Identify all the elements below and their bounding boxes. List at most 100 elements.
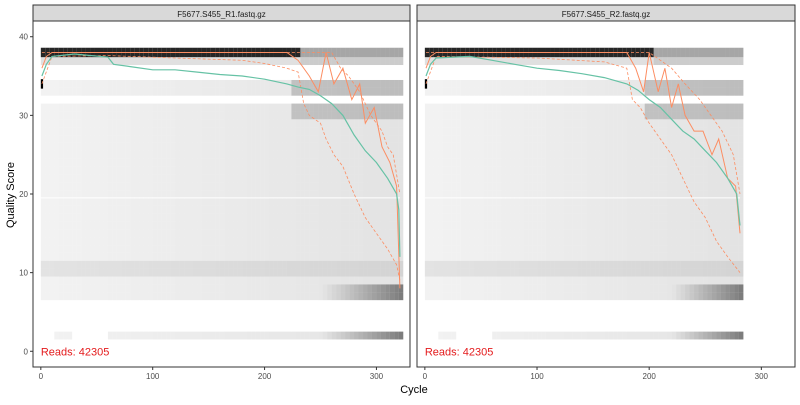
heatmap-cell (469, 119, 475, 128)
heatmap-cell (318, 197, 323, 206)
heatmap-cell (99, 142, 104, 151)
heatmap-cell (331, 197, 337, 206)
heatmap-cell (424, 174, 430, 183)
heatmap-cell (161, 119, 167, 128)
heatmap-cell (152, 213, 158, 222)
heatmap-cell (192, 190, 198, 198)
heatmap-cell (595, 213, 600, 222)
heatmap-cell (398, 142, 404, 151)
heatmap-cell (716, 205, 721, 214)
heatmap-cell (640, 252, 645, 261)
heatmap-cell (192, 205, 198, 214)
heatmap-cell (282, 182, 287, 191)
heatmap-cell (581, 237, 587, 246)
heatmap-cell (103, 276, 108, 285)
heatmap-cell (631, 150, 636, 159)
heatmap-cell (559, 158, 564, 167)
heatmap-cell (40, 135, 46, 143)
heatmap-cell (572, 205, 578, 214)
heatmap-cell (291, 213, 296, 222)
heatmap-cell (385, 245, 390, 253)
heatmap-cell (537, 213, 542, 222)
x-tick-label: 300 (370, 372, 384, 381)
heatmap-cell (134, 103, 140, 112)
heatmap-cell (376, 229, 381, 238)
heatmap-cell (483, 205, 488, 214)
heatmap-cell (210, 331, 216, 340)
heatmap-cell (385, 87, 390, 96)
heatmap-cell (210, 292, 216, 301)
heatmap-cell (523, 190, 529, 198)
heatmap-cell (689, 190, 695, 198)
heatmap-cell (90, 111, 95, 120)
heatmap-cell (72, 119, 77, 128)
heatmap-cell (577, 103, 582, 112)
heatmap-cell (385, 197, 390, 206)
heatmap-cell (563, 182, 569, 191)
heatmap-cell (729, 221, 735, 230)
heatmap-cell (658, 284, 663, 293)
heatmap-cell (680, 237, 686, 246)
heatmap-cell (694, 103, 699, 112)
heatmap-cell (635, 331, 641, 340)
heatmap-cell (469, 292, 475, 301)
heatmap-cell (49, 87, 55, 96)
heatmap-cell (49, 158, 55, 167)
heatmap-cell (505, 237, 511, 246)
heatmap-cell (99, 127, 104, 136)
heatmap-cell (291, 119, 296, 128)
heatmap-cell (389, 213, 395, 222)
heatmap-cell (251, 292, 256, 301)
heatmap-cell (116, 127, 122, 136)
heatmap-cell (568, 166, 573, 175)
heatmap-cell (738, 245, 744, 253)
heatmap-cell (371, 292, 377, 301)
heatmap-cell (496, 150, 502, 159)
heatmap-cell (680, 166, 686, 175)
heatmap-cell (662, 252, 668, 261)
heatmap-cell (698, 174, 704, 183)
heatmap-cell (139, 331, 144, 340)
heatmap-cell (595, 252, 600, 261)
heatmap-cell (501, 127, 506, 136)
heatmap-cell (442, 229, 448, 238)
heatmap-cell (327, 213, 332, 222)
heatmap-cell (201, 284, 207, 293)
heatmap-cell (389, 47, 395, 58)
heatmap-cell (354, 127, 359, 136)
heatmap-cell (505, 284, 511, 293)
heatmap-cell (631, 135, 636, 143)
heatmap-cell (327, 119, 332, 128)
heatmap-cell (134, 276, 140, 285)
heatmap-cell (363, 79, 368, 88)
heatmap-cell (586, 237, 591, 246)
heatmap-cell (465, 205, 470, 214)
heatmap-cell (680, 260, 686, 269)
heatmap-cell (336, 205, 341, 214)
heatmap-cell (260, 245, 265, 253)
heatmap-cell (385, 119, 390, 128)
heatmap-cell (116, 150, 122, 159)
heatmap-cell (349, 221, 355, 230)
heatmap-cell (640, 197, 645, 206)
heatmap-cell (483, 221, 488, 230)
heatmap-cell (734, 292, 739, 301)
heatmap-cell (309, 213, 314, 222)
heatmap-cell (658, 331, 663, 340)
heatmap-cell (251, 268, 256, 277)
heatmap-cell (433, 245, 439, 253)
heatmap-cell (738, 331, 744, 340)
heatmap-cell (228, 119, 234, 128)
heatmap-cell (49, 111, 55, 120)
heatmap-cell (197, 127, 202, 136)
heatmap-cell (354, 174, 359, 183)
heatmap-cell (487, 166, 493, 175)
heatmap-cell (451, 103, 457, 112)
heatmap-cell (729, 103, 735, 112)
heatmap-cell (590, 292, 596, 301)
heatmap-cell (58, 197, 64, 206)
heatmap-cell (54, 79, 59, 88)
heatmap-cell (734, 79, 739, 88)
heatmap-cell (63, 119, 68, 128)
heatmap-cell (295, 135, 301, 143)
